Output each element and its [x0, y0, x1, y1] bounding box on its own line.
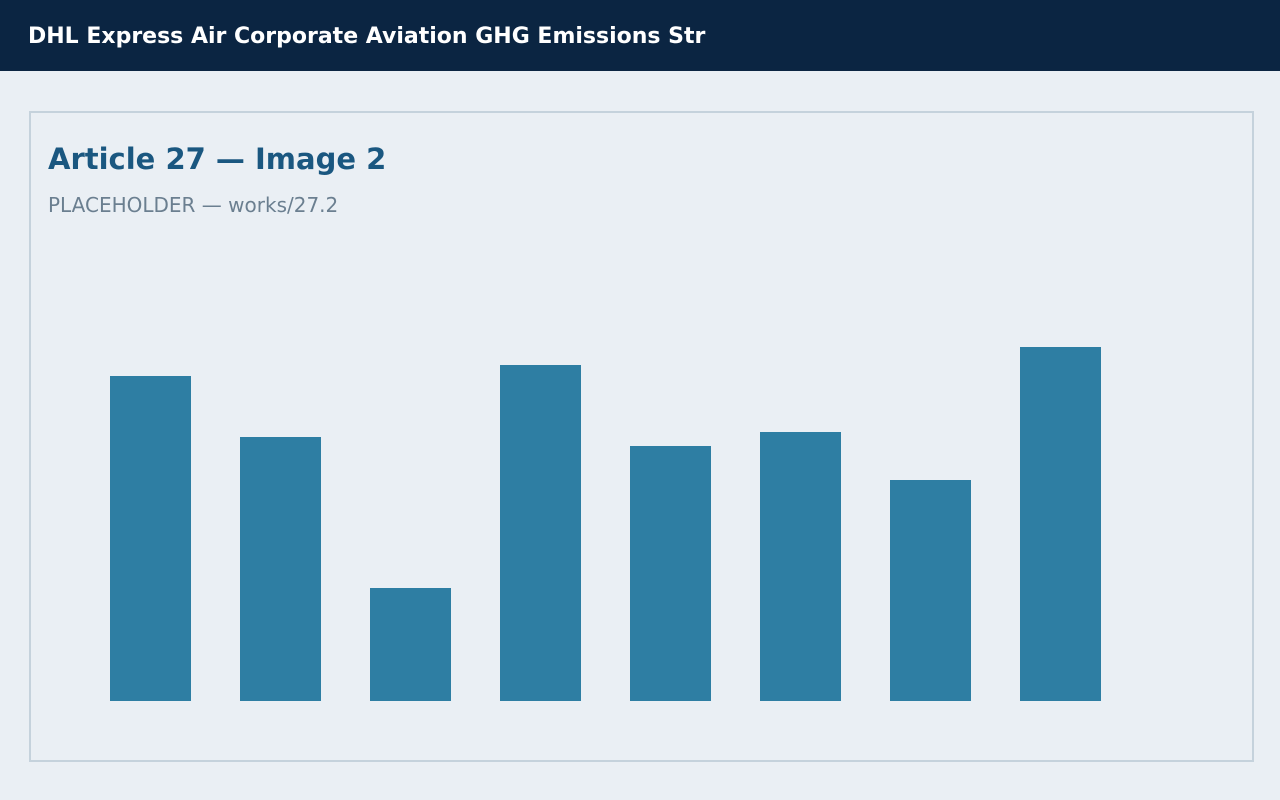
bar	[630, 446, 711, 701]
header: DHL Express Air Corporate Aviation GHG E…	[0, 0, 1280, 71]
bar	[370, 588, 451, 701]
article-title: Article 27 — Image 2	[48, 142, 387, 176]
bar	[110, 376, 191, 701]
bar	[1020, 347, 1101, 701]
bar	[240, 437, 321, 701]
bar	[760, 432, 841, 701]
article-subtitle: PLACEHOLDER — works/27.2	[48, 193, 339, 217]
bar	[890, 480, 971, 701]
header-title: DHL Express Air Corporate Aviation GHG E…	[28, 24, 706, 49]
bar	[500, 365, 581, 701]
